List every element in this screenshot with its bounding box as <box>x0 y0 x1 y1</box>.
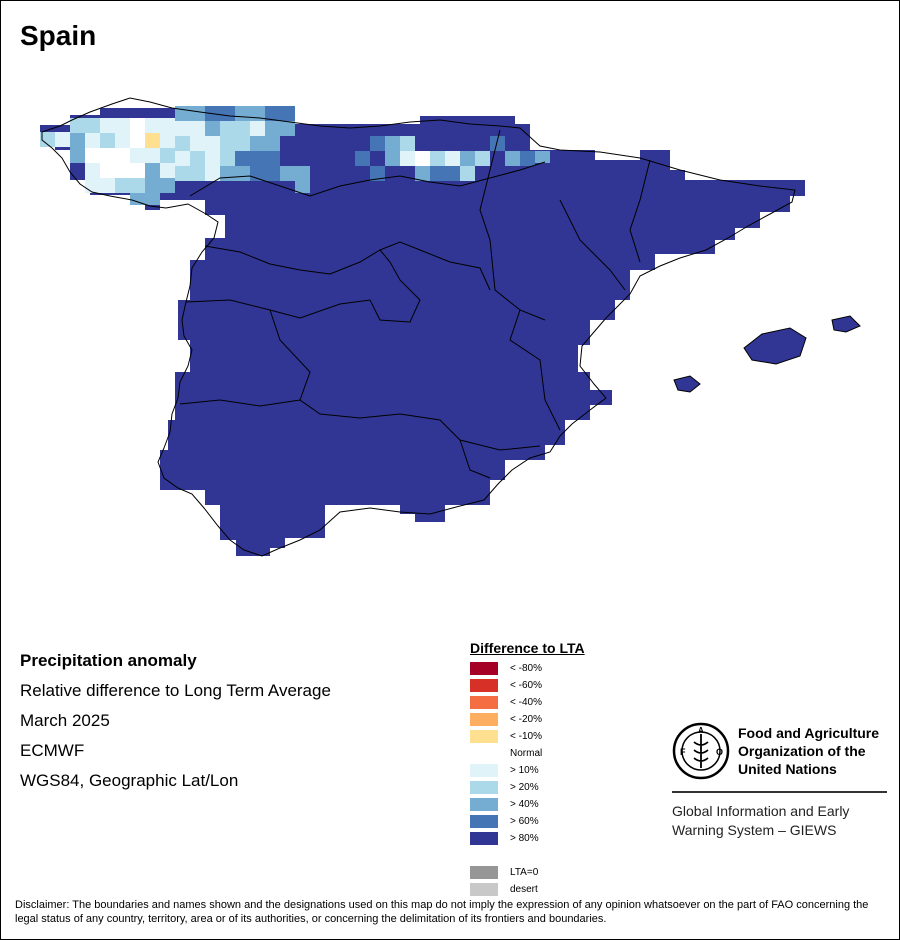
legend-item: > 60% <box>470 813 670 830</box>
legend-item: > 40% <box>470 796 670 813</box>
legend-item: < -10% <box>470 728 670 745</box>
legend-swatch <box>470 832 498 845</box>
legend-label: < -10% <box>510 731 542 742</box>
legend-label: < -20% <box>510 714 542 725</box>
legend-label: > 80% <box>510 833 539 844</box>
legend-item: < -80% <box>470 660 670 677</box>
legend-label: LTA=0 <box>510 867 539 878</box>
disclaimer: Disclaimer: The boundaries and names sho… <box>15 899 869 925</box>
legend-item: < -40% <box>470 694 670 711</box>
fao-logo-icon: F O A <box>672 722 730 780</box>
legend-label: > 20% <box>510 782 539 793</box>
legend-swatch <box>470 730 498 743</box>
legend-title: Difference to LTA <box>470 640 585 656</box>
admin-boundaries <box>179 129 651 479</box>
fao-logo-text: F <box>680 747 686 757</box>
legend-label: < -80% <box>510 663 542 674</box>
info-line-3: ECMWF <box>20 741 85 760</box>
svg-text:A: A <box>698 726 704 735</box>
legend-swatch <box>470 883 498 896</box>
legend-item: LTA=0 <box>470 864 670 881</box>
legend-swatch <box>470 849 498 862</box>
legend-swatch <box>470 747 498 760</box>
legend-label: desert <box>510 884 538 895</box>
legend-swatch <box>470 679 498 692</box>
legend-item: < -20% <box>470 711 670 728</box>
legend-label: < -60% <box>510 680 542 691</box>
legend-swatch <box>470 798 498 811</box>
info-line-2: March 2025 <box>20 711 110 730</box>
legend-item: > 10% <box>470 762 670 779</box>
ibiza <box>673 375 701 393</box>
fao-divider <box>672 791 887 793</box>
legend-label: > 60% <box>510 816 539 827</box>
giews-line-2: Warning System – GIEWS <box>672 822 837 838</box>
info-line-1: Relative difference to Long Term Average <box>20 681 331 700</box>
giews-line-1: Global Information and Early <box>672 803 850 819</box>
legend-label: < -40% <box>510 697 542 708</box>
fao-org-line-2: Organization of the <box>738 743 866 759</box>
fao-org-line-1: Food and Agriculture <box>738 725 880 741</box>
legend-swatch <box>470 713 498 726</box>
menorca <box>831 315 861 333</box>
giews-name: Global Information and Early Warning Sys… <box>672 802 887 840</box>
legend-item: desert <box>470 881 670 898</box>
northwest-cells <box>40 106 310 205</box>
legend: Difference to LTA < -80% < -60% < -40% < -2… <box>470 640 670 898</box>
legend-swatch <box>470 815 498 828</box>
legend-label: > 10% <box>510 765 539 776</box>
legend-swatch <box>470 696 498 709</box>
precipitation-map <box>40 97 861 557</box>
fao-org-line-3: United Nations <box>738 761 837 777</box>
svg-text:O: O <box>716 747 723 757</box>
legend-swatch <box>470 662 498 675</box>
north-cells <box>355 136 550 181</box>
legend-swatch <box>470 866 498 879</box>
coastline <box>41 97 796 557</box>
fao-org-name: Food and Agriculture Organization of the… <box>738 724 898 778</box>
legend-label: > 40% <box>510 799 539 810</box>
legend-label: Normal <box>510 748 543 759</box>
map-info: Precipitation anomaly Relative differenc… <box>20 646 331 796</box>
legend-swatch <box>470 764 498 777</box>
mainland-grid-fill <box>40 106 805 556</box>
mallorca <box>743 327 807 365</box>
legend-item: < -60% <box>470 677 670 694</box>
legend-rows: < -80% < -60% < -40% < -20% < -10% Normal > 10… <box>470 660 670 898</box>
legend-swatch <box>470 781 498 794</box>
legend-item: > 80% <box>470 830 670 847</box>
page-title: Spain <box>20 20 97 51</box>
legend-item: Normal <box>470 745 670 762</box>
legend-item <box>470 847 670 864</box>
info-heading: Precipitation anomaly <box>20 651 197 670</box>
legend-item: > 20% <box>470 779 670 796</box>
mainland-anomaly <box>40 97 805 557</box>
balearic-islands <box>673 315 861 393</box>
info-line-4: WGS84, Geographic Lat/Lon <box>20 771 239 790</box>
